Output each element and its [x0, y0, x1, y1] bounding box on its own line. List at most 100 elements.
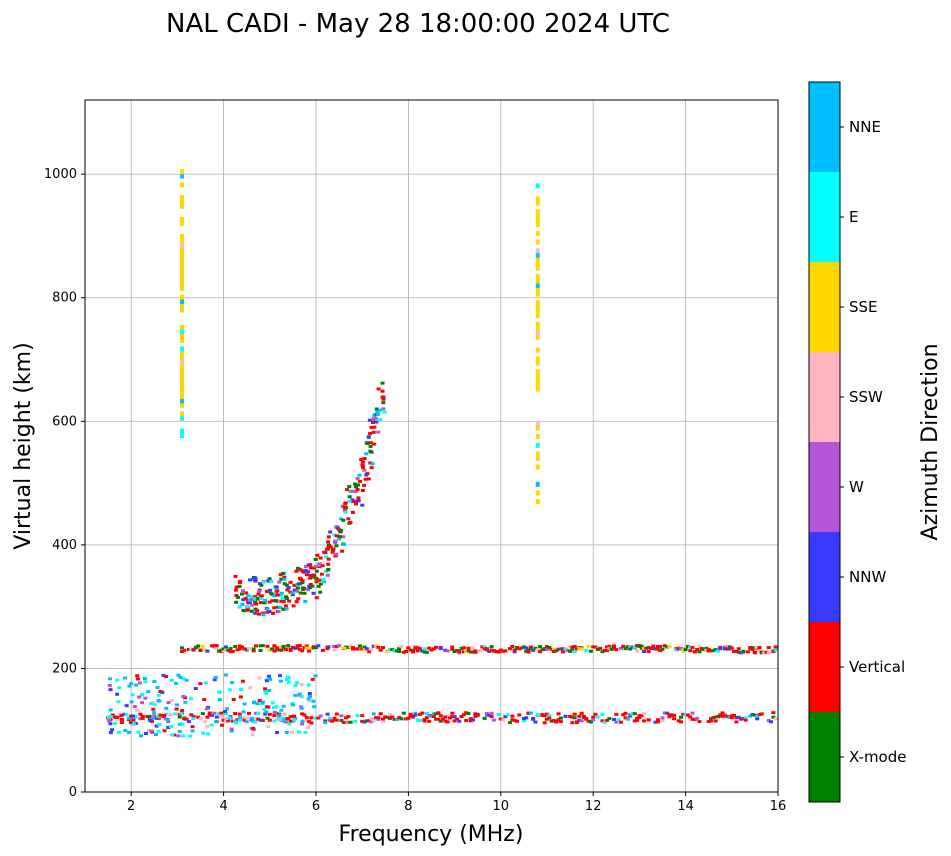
- e-region-echo: [720, 714, 725, 718]
- sporadic-echo: [119, 713, 124, 717]
- f2-spread-echo: [279, 599, 284, 603]
- column-echo: [535, 183, 540, 189]
- e-region-echo: [547, 713, 552, 717]
- sporadic-echo: [154, 724, 159, 728]
- f-region-echo: [357, 644, 362, 648]
- f-region-echo: [288, 647, 293, 651]
- f-region-echo: [422, 647, 427, 651]
- f-region-echo: [727, 647, 732, 651]
- f-region-echo: [406, 646, 411, 650]
- e-region-echo: [223, 720, 228, 724]
- f-region-echo: [233, 644, 238, 648]
- f-region-echo: [459, 647, 464, 651]
- sporadic-echo: [217, 690, 222, 694]
- f2-spread-echo: [253, 611, 258, 615]
- sporadic-echo: [129, 682, 134, 686]
- e-region-echo: [662, 711, 667, 715]
- f-region-echo: [237, 647, 242, 651]
- f2-spread-echo: [326, 557, 331, 561]
- sporadic-echo: [110, 728, 115, 732]
- e-region-echo: [443, 719, 448, 723]
- f-region-echo: [394, 649, 399, 653]
- f-region-echo: [697, 645, 702, 649]
- f2-spread-echo: [342, 505, 347, 509]
- f-region-echo: [688, 649, 693, 653]
- column-echo: [180, 363, 185, 369]
- f2-spread-echo: [240, 589, 245, 593]
- f2-spread-echo: [360, 460, 365, 464]
- f2-spread-echo: [360, 466, 365, 470]
- e-region-echo: [709, 717, 714, 721]
- f-region-echo: [556, 647, 561, 651]
- sporadic-echo: [282, 712, 287, 716]
- e-region-echo: [623, 716, 628, 720]
- f-region-echo: [337, 644, 342, 648]
- f2-spread-echo: [328, 530, 333, 534]
- f-region-echo: [524, 649, 529, 653]
- x-axis-ticks: 2 4 6 8 10 12 14 16: [127, 792, 786, 814]
- sporadic-echo: [249, 716, 254, 720]
- sporadic-echo: [166, 725, 171, 729]
- e-region-echo: [316, 716, 321, 720]
- f-region-echo: [736, 647, 741, 651]
- column-echo: [180, 259, 185, 265]
- colorbar-segment: [809, 532, 840, 622]
- f2-spread-echo: [262, 601, 267, 605]
- f2-spread-echo: [303, 599, 308, 603]
- x-tick-label: 8: [404, 799, 412, 814]
- f-region-echo: [274, 646, 279, 650]
- f2-spread-echo: [241, 598, 246, 602]
- sporadic-echo: [289, 730, 294, 734]
- x-tick-label: 2: [127, 799, 135, 814]
- sporadic-echo: [260, 701, 265, 705]
- f2-spread-echo: [272, 594, 277, 598]
- f2-spread-echo: [326, 545, 331, 549]
- f2-spread-echo: [368, 431, 373, 435]
- e-region-echo: [484, 711, 489, 715]
- e-region-echo: [584, 717, 589, 721]
- f2-spread-echo: [281, 600, 286, 604]
- e-region-echo: [727, 715, 732, 719]
- e-region-echo: [653, 720, 658, 724]
- f-region-echo: [186, 648, 191, 652]
- column-echo: [535, 373, 540, 379]
- f2-spread-echo: [380, 381, 385, 385]
- e-region-echo: [434, 712, 439, 716]
- sporadic-echo: [284, 730, 289, 734]
- f-region-echo: [397, 650, 402, 654]
- sporadic-echo: [176, 734, 181, 738]
- sporadic-echo: [107, 684, 112, 688]
- f-region-echo: [508, 647, 513, 651]
- f2-spread-echo: [360, 488, 365, 492]
- e-region-echo: [468, 719, 473, 723]
- sporadic-echo: [181, 695, 186, 699]
- column-echo: [535, 369, 540, 375]
- f-region-echo: [332, 648, 337, 652]
- f-region-echo: [466, 649, 471, 653]
- sporadic-echo: [264, 679, 269, 683]
- f2-spread-echo: [350, 498, 355, 502]
- sporadic-echo: [146, 690, 151, 694]
- f-region-echo: [732, 649, 737, 653]
- sporadic-echo: [272, 705, 277, 709]
- sporadic-echo: [191, 717, 196, 721]
- f2-spread-echo: [312, 573, 317, 577]
- e-region-echo: [572, 712, 577, 716]
- f-region-echo: [316, 644, 321, 648]
- colorbar-label: SSW: [849, 388, 883, 406]
- colorbar-segment: [809, 442, 840, 532]
- sporadic-echo: [209, 723, 214, 727]
- f-region-echo: [422, 650, 427, 654]
- f-region-echo: [722, 647, 727, 651]
- e-region-echo: [126, 716, 131, 720]
- e-region-echo: [639, 714, 644, 718]
- f2-spread-echo: [246, 608, 251, 612]
- f2-spread-echo: [355, 477, 360, 481]
- column-echo: [180, 329, 185, 335]
- f-region-echo: [452, 649, 457, 653]
- f2-spread-echo: [253, 578, 258, 582]
- f-region-echo: [660, 647, 665, 651]
- f-region-echo: [272, 644, 277, 648]
- f-region-echo: [736, 650, 741, 654]
- f2-spread-echo: [325, 547, 330, 551]
